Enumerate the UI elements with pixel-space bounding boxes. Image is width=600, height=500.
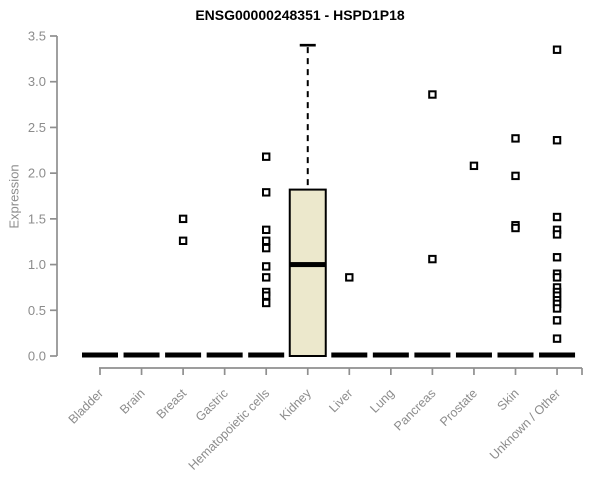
zero-median-bar bbox=[455, 352, 492, 358]
outlier-point bbox=[262, 262, 271, 271]
outlier-point bbox=[178, 236, 188, 246]
outlier-point bbox=[469, 161, 479, 171]
x-tick-label: Pancreas bbox=[391, 386, 438, 433]
outlier-point bbox=[345, 273, 354, 282]
outlier-point bbox=[428, 254, 437, 264]
zero-median-bar bbox=[165, 352, 202, 358]
y-tick-label: 0.0 bbox=[28, 349, 46, 364]
outlier-point bbox=[552, 230, 562, 239]
outlier-point bbox=[262, 298, 271, 308]
y-tick-label: 2.0 bbox=[28, 166, 46, 181]
x-tick-label: Hematopoietic cells bbox=[186, 386, 273, 473]
x-tick-label: Breast bbox=[154, 386, 190, 422]
x-tick-label: Skin bbox=[495, 386, 522, 413]
outlier-point bbox=[262, 152, 271, 161]
outlier-point bbox=[552, 273, 562, 282]
outlier-point bbox=[262, 291, 271, 300]
x-tick-label: Kidney bbox=[277, 386, 314, 423]
y-tick-label: 1.5 bbox=[28, 211, 46, 226]
outlier-point bbox=[552, 212, 562, 222]
outlier-point bbox=[511, 171, 520, 181]
outlier-point bbox=[552, 136, 562, 145]
zero-median-bar bbox=[539, 352, 576, 358]
y-tick-label: 3.5 bbox=[28, 29, 46, 44]
outlier-point bbox=[262, 225, 271, 235]
zero-median-bar bbox=[497, 352, 534, 358]
y-tick-label: 1.0 bbox=[28, 257, 46, 272]
zero-median-bar bbox=[331, 352, 368, 358]
x-tick-label: Gastric bbox=[193, 386, 231, 424]
y-tick-label: 2.5 bbox=[28, 120, 46, 135]
y-tick-label: 0.5 bbox=[28, 303, 46, 318]
y-tick-label: 3.0 bbox=[28, 74, 46, 89]
outlier-point bbox=[262, 188, 271, 197]
median-line bbox=[289, 262, 326, 268]
zero-median-bar bbox=[414, 352, 451, 358]
x-tick-label: Prostate bbox=[437, 386, 480, 429]
x-tick-label: Unknown / Other bbox=[487, 386, 563, 462]
outlier-point bbox=[511, 223, 520, 233]
outlier-point bbox=[262, 236, 271, 246]
zero-median-bar bbox=[206, 352, 243, 358]
x-tick-label: Liver bbox=[326, 386, 355, 415]
outlier-point bbox=[262, 243, 271, 253]
zero-median-bar bbox=[123, 352, 160, 358]
x-tick-label: Brain bbox=[117, 386, 148, 417]
outlier-point bbox=[511, 134, 520, 143]
x-tick-label: Lung bbox=[367, 386, 397, 416]
outlier-point bbox=[552, 253, 562, 262]
outlier-point bbox=[552, 316, 562, 325]
zero-median-bar bbox=[82, 352, 118, 358]
outlier-point bbox=[178, 214, 188, 224]
outlier-point bbox=[552, 334, 562, 343]
zero-median-bar bbox=[372, 352, 409, 358]
outlier-point bbox=[262, 273, 271, 282]
zero-median-bar bbox=[248, 352, 285, 358]
outlier-point bbox=[428, 90, 437, 99]
outlier-point bbox=[552, 304, 562, 313]
box-kidney bbox=[288, 188, 327, 357]
x-tick-label: Bladder bbox=[66, 386, 106, 426]
chart-title: ENSG00000248351 - HSPD1P18 bbox=[195, 7, 405, 23]
outlier-point bbox=[552, 45, 562, 54]
